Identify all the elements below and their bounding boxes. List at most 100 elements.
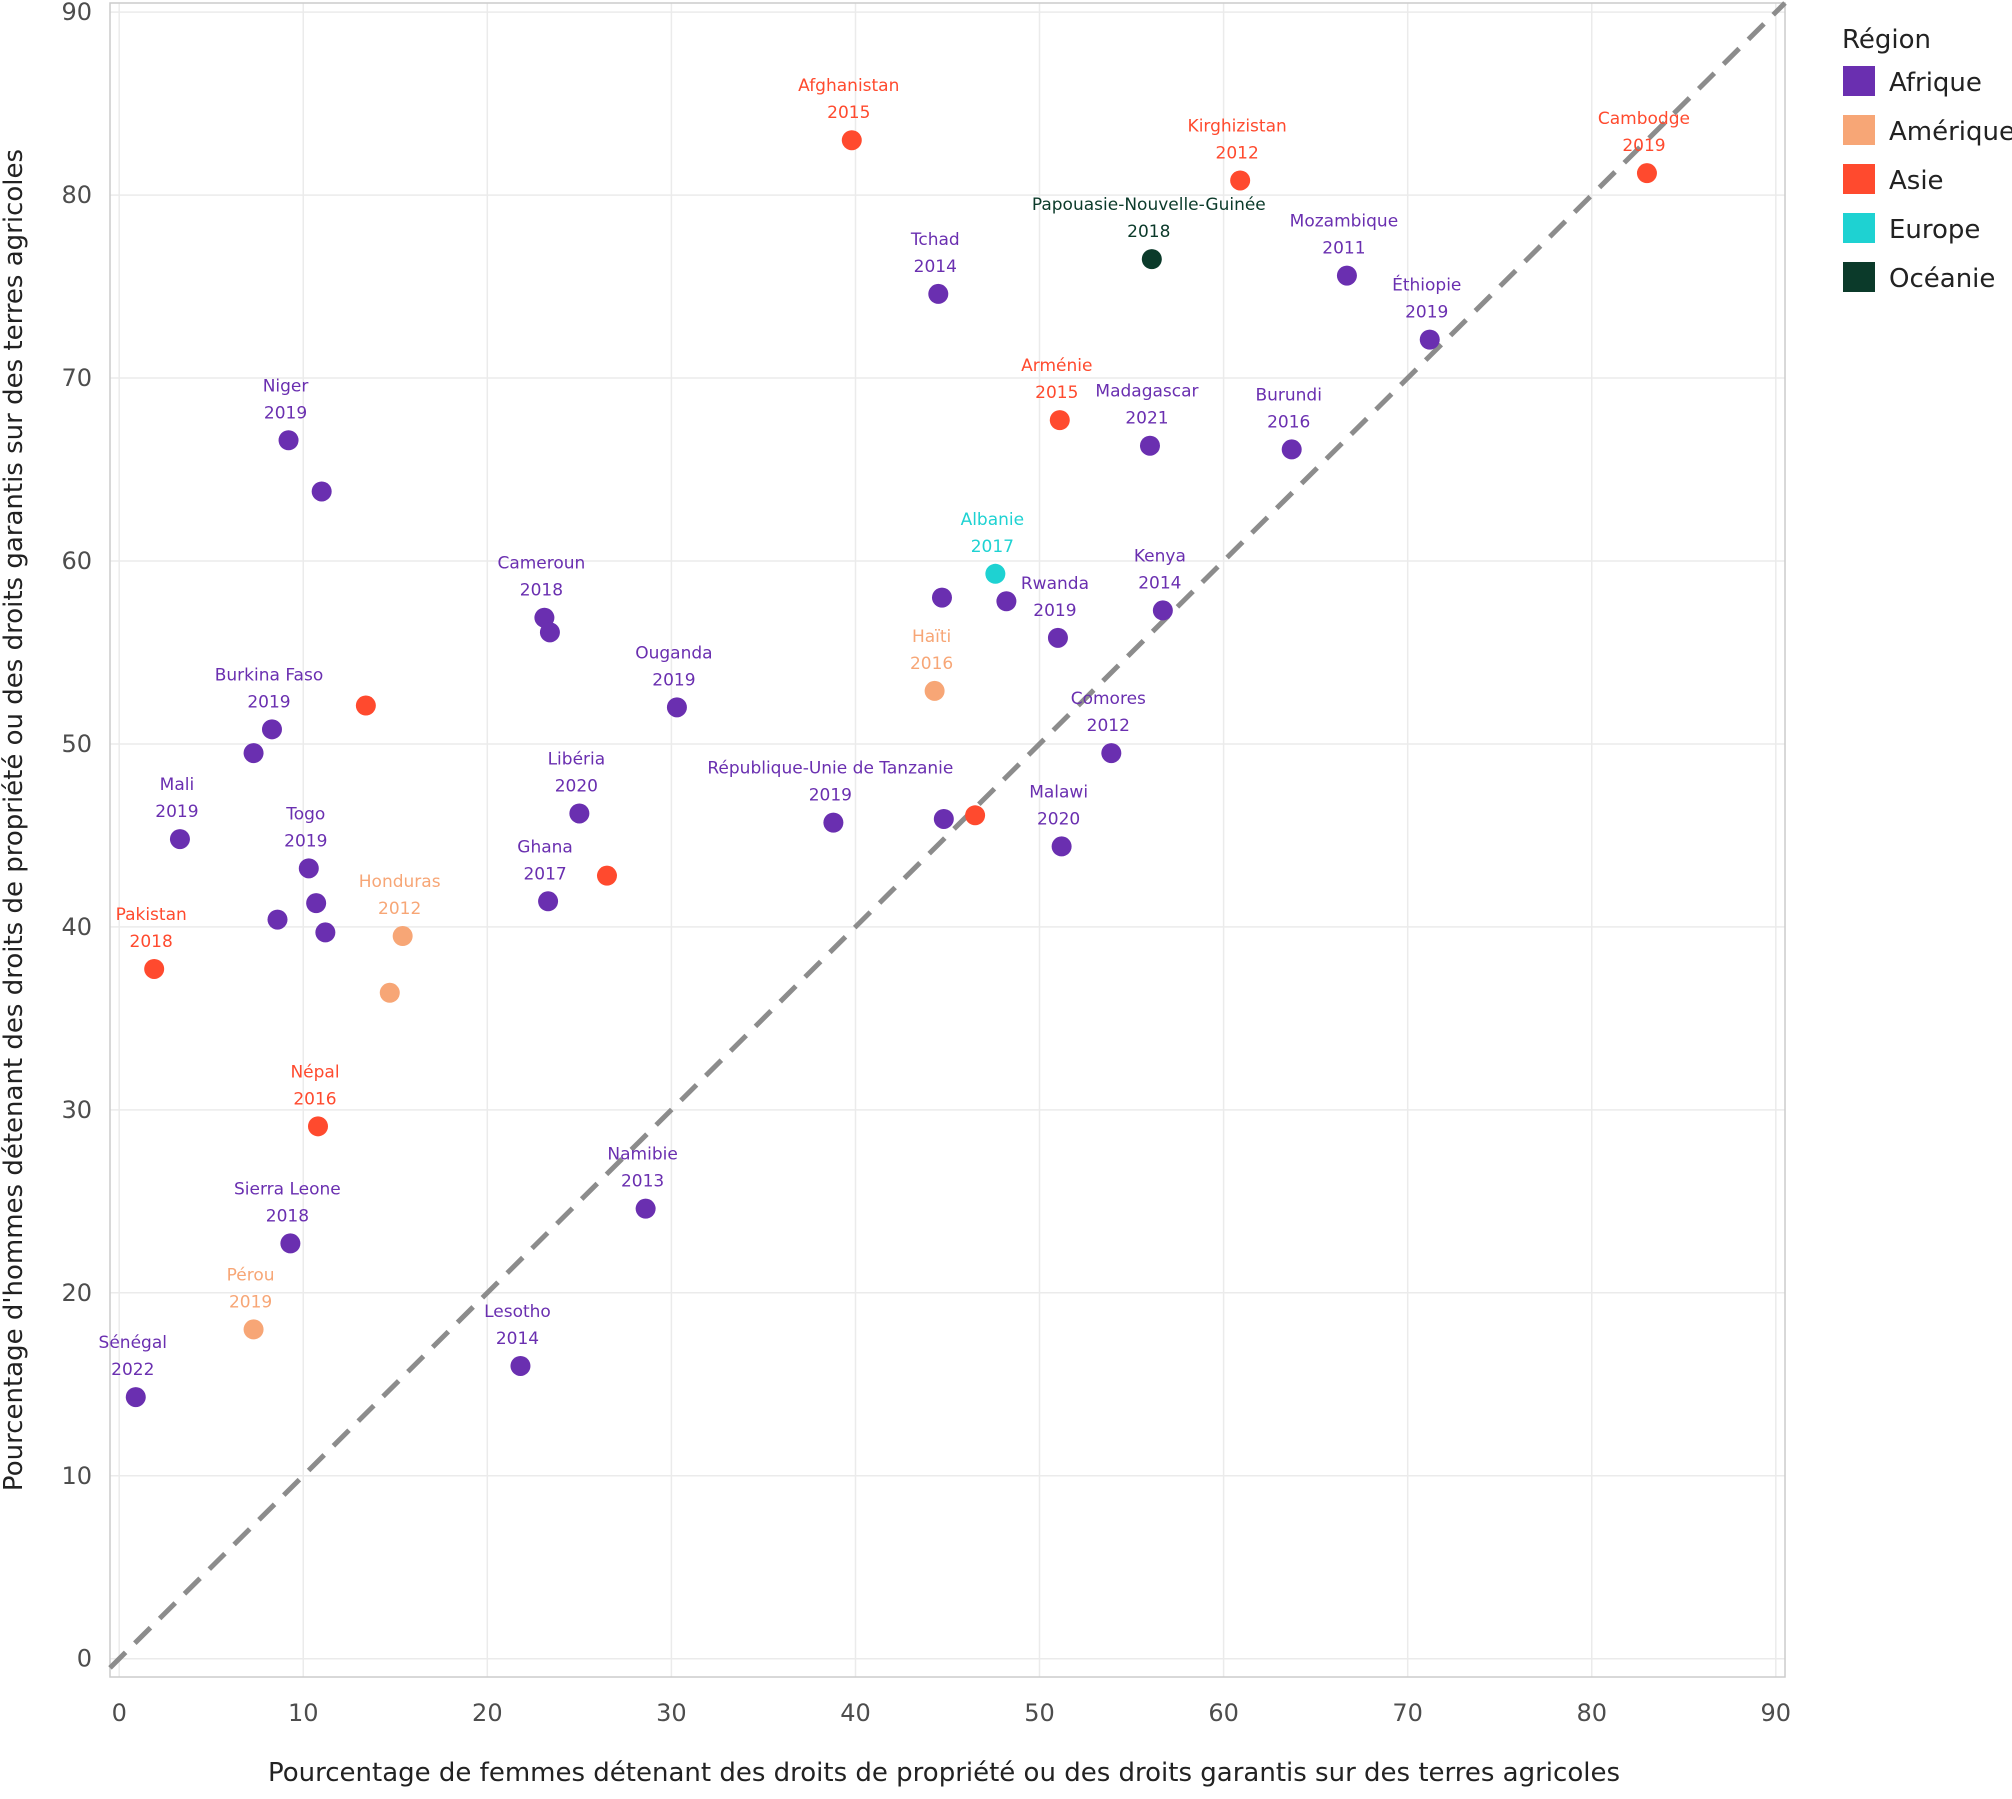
point-label-name: Afghanistan bbox=[798, 76, 899, 96]
legend-title: Région bbox=[1842, 25, 1931, 55]
data-point bbox=[280, 1233, 301, 1254]
point-label-year: 2020 bbox=[1037, 809, 1080, 829]
y-tick-label: 60 bbox=[61, 547, 92, 575]
legend-label: Asie bbox=[1889, 166, 1944, 196]
data-point bbox=[298, 858, 319, 879]
data-point bbox=[931, 587, 952, 608]
x-tick-label: 60 bbox=[1208, 1699, 1239, 1727]
x-tick-label: 70 bbox=[1392, 1699, 1423, 1727]
y-tick-label: 0 bbox=[77, 1645, 92, 1673]
data-point bbox=[996, 591, 1017, 612]
point-label-name: Libéria bbox=[548, 749, 606, 769]
grid-lines bbox=[110, 3, 1785, 1677]
point-label-name: Sénégal bbox=[99, 1333, 167, 1353]
data-point bbox=[841, 130, 862, 151]
data-point bbox=[144, 958, 165, 979]
data-point bbox=[510, 1355, 531, 1376]
point-label-name: Comores bbox=[1071, 689, 1146, 709]
point-label-year: 2019 bbox=[1033, 601, 1076, 621]
data-point bbox=[1281, 439, 1302, 460]
x-tick-label: 40 bbox=[840, 1699, 871, 1727]
legend: Région Afrique Amérique Asie Europe Océanie bbox=[1842, 25, 2012, 294]
legend-swatch bbox=[1843, 115, 1875, 145]
data-point bbox=[315, 922, 336, 943]
point-label-year: 2011 bbox=[1322, 239, 1365, 259]
data-point bbox=[985, 563, 1006, 584]
point-label-year: 2012 bbox=[378, 899, 421, 919]
data-point bbox=[1636, 163, 1657, 184]
data-point bbox=[538, 891, 559, 912]
y-tick-label: 50 bbox=[61, 730, 92, 758]
legend-swatch bbox=[1843, 66, 1875, 96]
data-point bbox=[125, 1387, 146, 1408]
data-point bbox=[933, 808, 954, 829]
data-point bbox=[1336, 265, 1357, 286]
point-label-year: 2019 bbox=[155, 802, 198, 822]
y-tick-label: 90 bbox=[61, 0, 92, 26]
legend-label: Afrique bbox=[1889, 68, 1982, 98]
point-label-name: République-Unie de Tanzanie bbox=[707, 759, 953, 779]
x-tick-label: 10 bbox=[288, 1699, 319, 1727]
point-label-name: Népal bbox=[290, 1062, 339, 1082]
point-label-name: Sierra Leone bbox=[234, 1179, 341, 1199]
data-point bbox=[666, 697, 687, 718]
legend-items: Afrique Amérique Asie Europe Océanie bbox=[1843, 66, 2012, 294]
data-point bbox=[243, 743, 264, 764]
legend-swatch bbox=[1843, 164, 1875, 194]
point-label-year: 2016 bbox=[1267, 412, 1310, 432]
data-point bbox=[1101, 743, 1122, 764]
point-label-year: 2019 bbox=[264, 403, 307, 423]
y-tick-label: 70 bbox=[61, 364, 92, 392]
data-point bbox=[169, 829, 190, 850]
y-tick-label: 40 bbox=[61, 913, 92, 941]
data-point bbox=[823, 812, 844, 833]
point-label-name: Honduras bbox=[359, 872, 441, 892]
point-label-year: 2019 bbox=[652, 670, 695, 690]
point-label-name: Lesotho bbox=[484, 1302, 551, 1322]
x-axis-ticks: 0 10 20 30 40 50 60 70 80 90 bbox=[112, 1699, 1792, 1727]
point-label-year: 2020 bbox=[555, 776, 598, 796]
point-label-name: Kirghizistan bbox=[1188, 116, 1287, 136]
y-tick-label: 20 bbox=[61, 1279, 92, 1307]
point-label-name: Kenya bbox=[1134, 546, 1186, 566]
data-point bbox=[1047, 627, 1068, 648]
point-label-year: 2018 bbox=[520, 581, 563, 601]
point-label-name: Rwanda bbox=[1021, 574, 1089, 594]
point-label-name: Cameroun bbox=[497, 554, 585, 574]
data-point bbox=[311, 481, 332, 502]
data-point bbox=[307, 1116, 328, 1137]
point-label-year: 2012 bbox=[1216, 143, 1259, 163]
x-tick-label: 80 bbox=[1576, 1699, 1607, 1727]
x-tick-label: 0 bbox=[112, 1699, 127, 1727]
point-label-year: 2015 bbox=[1035, 383, 1078, 403]
point-label-name: Ouganda bbox=[635, 643, 712, 663]
point-label-year: 2018 bbox=[266, 1206, 309, 1226]
x-tick-label: 90 bbox=[1761, 1699, 1792, 1727]
data-point bbox=[635, 1198, 656, 1219]
data-point bbox=[1141, 249, 1162, 270]
point-label-name: Burundi bbox=[1255, 385, 1322, 405]
data-point bbox=[355, 695, 376, 716]
plot-border bbox=[109, 2, 1786, 1678]
point-labels: Afghanistan 2015 Kirghizistan 2012 Cambodge 2… bbox=[99, 76, 1690, 1380]
point-label-name: Tchad bbox=[910, 230, 960, 250]
point-label-name: Éthiopie bbox=[1392, 274, 1461, 296]
data-point bbox=[569, 803, 590, 824]
y-tick-label: 10 bbox=[61, 1462, 92, 1490]
legend-label: Europe bbox=[1889, 215, 1980, 245]
data-point bbox=[306, 893, 327, 914]
data-point bbox=[1230, 170, 1251, 191]
point-label-year: 2021 bbox=[1125, 409, 1168, 429]
data-point bbox=[278, 430, 299, 451]
point-label-name: Ghana bbox=[517, 837, 573, 857]
point-label-year: 2018 bbox=[1127, 222, 1170, 242]
y-axis-ticks: 0 10 20 30 40 50 60 70 80 90 bbox=[61, 0, 92, 1673]
point-label-year: 2017 bbox=[523, 864, 566, 884]
data-point bbox=[1049, 410, 1070, 431]
data-point bbox=[1419, 329, 1440, 350]
point-label-year: 2015 bbox=[827, 103, 870, 123]
data-point bbox=[1152, 600, 1173, 621]
y-tick-label: 80 bbox=[61, 181, 92, 209]
data-point bbox=[1139, 435, 1160, 456]
data-point bbox=[928, 283, 949, 304]
